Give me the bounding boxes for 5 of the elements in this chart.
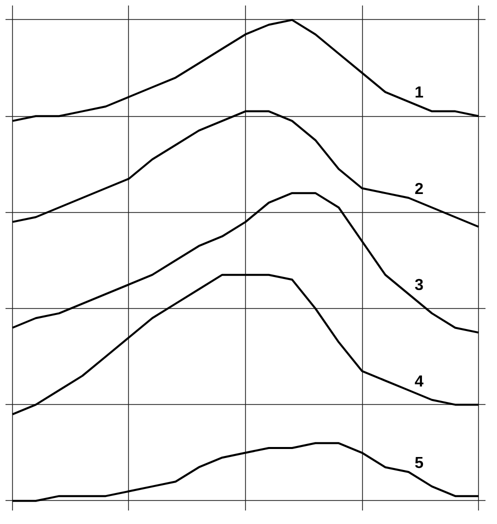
series-label: 4: [414, 373, 424, 390]
series-label: 3: [414, 277, 424, 294]
series-label: 2: [414, 180, 424, 198]
series-label: 5: [414, 455, 424, 472]
series-label: 1: [414, 84, 424, 102]
